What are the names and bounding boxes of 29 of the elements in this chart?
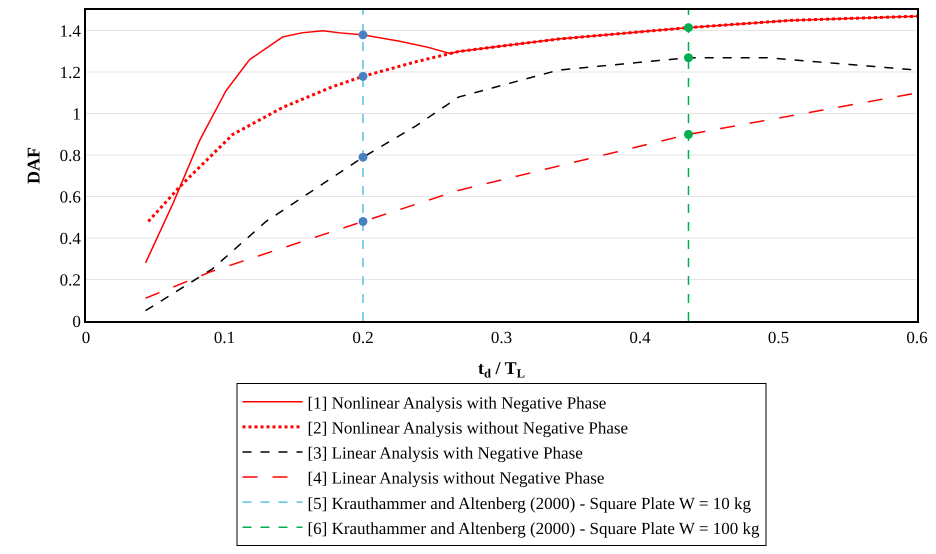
y-tick-label: 0.2 (60, 270, 81, 290)
x-tick-label: 0.6 (906, 328, 928, 348)
point (684, 53, 693, 62)
legend-label: [6] Krauthammer and Altenberg (2000) - Square Plate W = 100 kg (308, 518, 760, 538)
x-tick-label: 0.4 (629, 328, 652, 348)
y-tick-label: 1.2 (60, 63, 81, 82)
x-tick-label: 0.3 (490, 328, 512, 348)
y-axis-title: DAF (23, 147, 44, 184)
point (358, 152, 368, 162)
y-tick-label: 0.6 (60, 188, 81, 207)
point (684, 130, 693, 139)
y-tick-label: 0.4 (60, 229, 82, 248)
legend-label: [1] Nonlinear Analysis with Negative Phase (308, 393, 606, 412)
y-tick-label: 0.8 (60, 146, 81, 166)
legend-label: [3] Linear Analysis with Negative Phase (308, 444, 583, 463)
x-tick-label: 0.2 (352, 328, 374, 348)
point (358, 216, 368, 226)
x-tick-label: 0.5 (768, 328, 790, 348)
x-axis-title: t$_{d}$ / T$_{L}$ (478, 358, 526, 381)
y-tick-label: 0 (72, 312, 81, 331)
legend-label: [5] Krauthammer and Altenberg (2000) - Square Plate W = 10 kg (308, 494, 752, 513)
point (358, 30, 368, 40)
y-tick-label: 1.4 (60, 22, 82, 41)
legend-label: [2] Nonlinear Analysis without Negative Phase (308, 418, 628, 438)
x-tick-label: 0.1 (214, 328, 236, 348)
point (684, 23, 693, 32)
legend-label: [4] Linear Analysis without Negative Phase (308, 468, 604, 488)
point (358, 72, 368, 81)
y-tick-label: 1 (72, 104, 81, 124)
